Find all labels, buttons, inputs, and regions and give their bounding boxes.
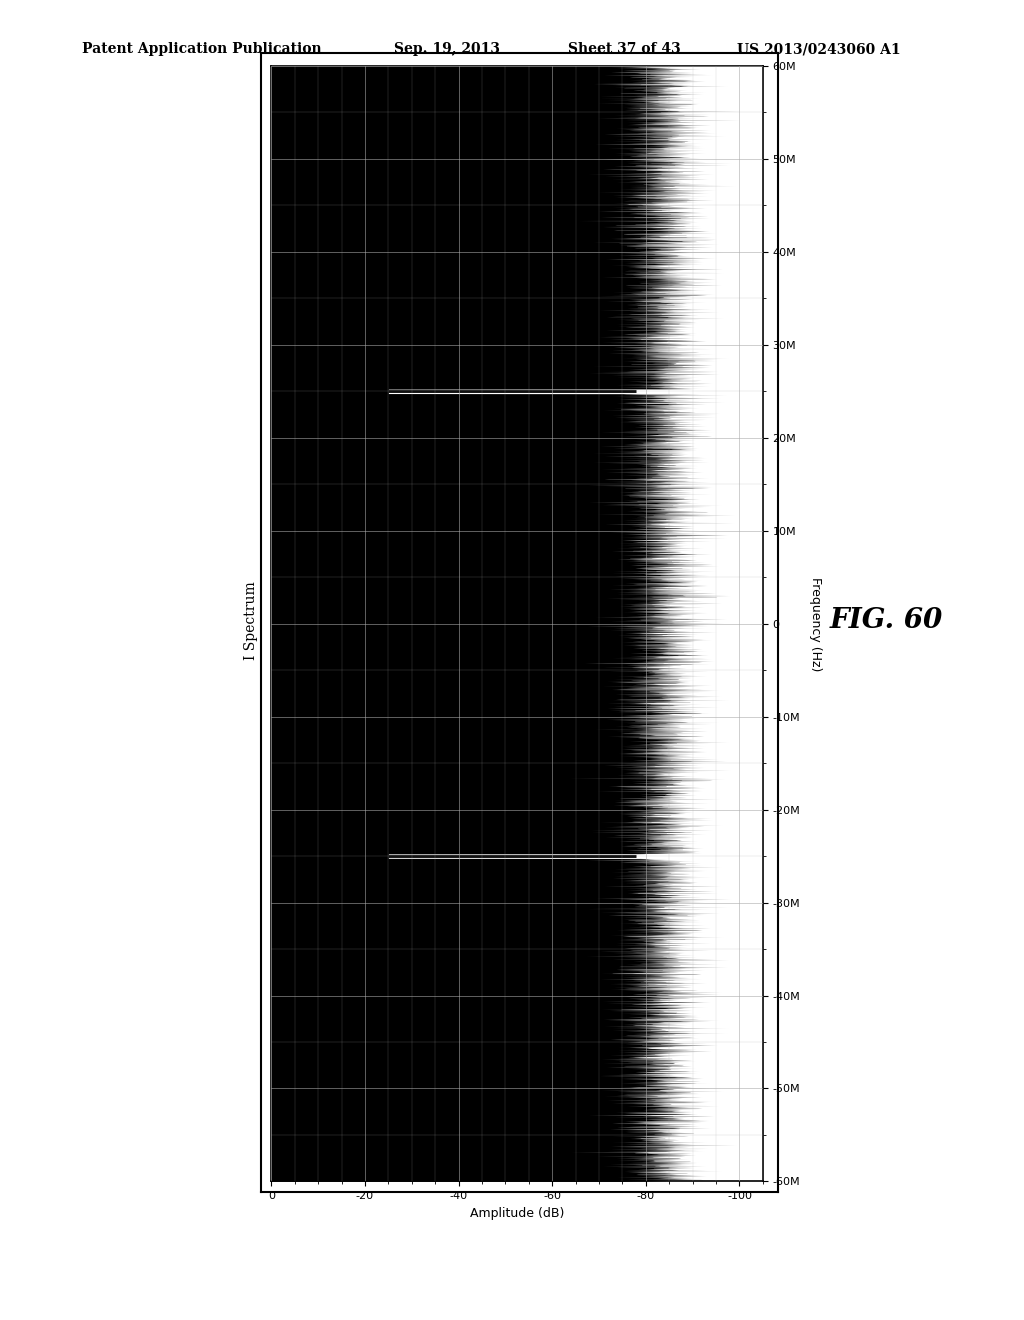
Text: FIG. 60: FIG. 60 (829, 607, 943, 634)
Text: US 2013/0243060 A1: US 2013/0243060 A1 (737, 42, 901, 57)
Text: Sheet 37 of 43: Sheet 37 of 43 (568, 42, 681, 57)
Y-axis label: Frequency (Hz): Frequency (Hz) (809, 577, 821, 671)
Text: Patent Application Publication: Patent Application Publication (82, 42, 322, 57)
Text: Sep. 19, 2013: Sep. 19, 2013 (394, 42, 501, 57)
Text: I Spectrum: I Spectrum (244, 581, 258, 660)
X-axis label: Amplitude (dB): Amplitude (dB) (470, 1206, 564, 1220)
